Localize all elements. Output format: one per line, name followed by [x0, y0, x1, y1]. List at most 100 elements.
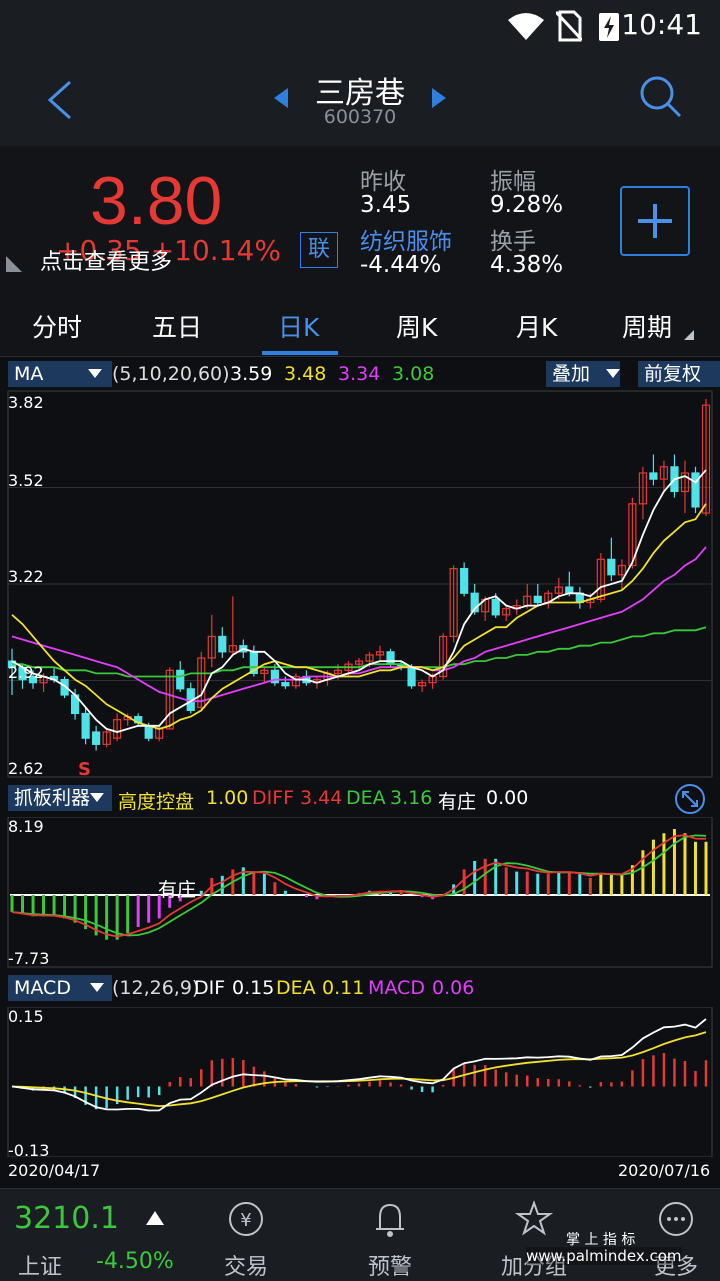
corner-triangle-icon [6, 256, 22, 272]
more-tip[interactable]: 点击查看更多 [40, 250, 173, 275]
prev-close-value: 3.45 [360, 192, 412, 218]
prev-stock-icon[interactable] [274, 88, 290, 108]
tab-monthly-k[interactable]: 月K [516, 313, 558, 342]
candle-body [260, 669, 269, 675]
candle-body [596, 558, 605, 601]
nav-add-group-label: 加分组 [500, 1255, 567, 1280]
wifi-icon [508, 13, 544, 40]
tab-daily-k[interactable]: 日K [278, 313, 320, 342]
candle-body [291, 675, 301, 687]
nav-more[interactable]: 更多 [626, 1189, 720, 1281]
nav-alert-label: 预警 [367, 1255, 412, 1280]
ma20-value: 3.34 [338, 363, 381, 385]
ma5-value: 3.59 [230, 363, 273, 385]
candle-body [701, 404, 711, 514]
price-tick-bottom: 2.62 [8, 759, 44, 778]
ma-name: MA [14, 363, 44, 385]
candle-body [281, 682, 290, 687]
candle-body [449, 567, 458, 638]
no-sim-icon [556, 10, 582, 42]
index-change: -4.50% [96, 1249, 174, 1274]
ind2-chart [7, 817, 713, 968]
macd-macd-value: 0.06 [432, 977, 475, 999]
ind2-frame [7, 817, 713, 968]
adjust-button[interactable]: 前复权 [638, 361, 720, 387]
overlay-dropdown[interactable]: 叠加 [546, 361, 620, 387]
candle-body [439, 635, 448, 678]
search-icon[interactable] [638, 74, 682, 118]
next-stock-icon[interactable] [430, 88, 446, 108]
nav-alert[interactable]: 预警 [340, 1189, 440, 1281]
link-badge[interactable]: 联 [300, 232, 338, 268]
candle-body [165, 669, 174, 730]
ind2-value3: 3.16 [390, 787, 433, 809]
tab-weekly-k[interactable]: 周K [396, 313, 438, 342]
stock-code: 600370 [323, 106, 397, 128]
price-tick-2: 3.52 [8, 471, 44, 490]
ind2-bottom: -7.73 [8, 949, 50, 968]
ind2-annotation: 有庄 [158, 879, 197, 901]
battery-charging-icon [599, 13, 619, 41]
ma-params: (5,10,20,60) [112, 363, 230, 385]
ma-dropdown[interactable]: MA [8, 361, 112, 387]
expand-icon[interactable] [674, 783, 706, 815]
ind2-value4: 0.00 [486, 787, 529, 809]
bell-icon [376, 1203, 404, 1237]
candle-body [680, 472, 690, 493]
turnover-label: 换手 [490, 229, 536, 255]
candle-body [628, 503, 637, 567]
tab-intraday[interactable]: 分时 [32, 313, 83, 342]
candle-body [113, 719, 122, 739]
watermark-title: 掌 上 指 标 [566, 1232, 636, 1248]
candle-body [102, 731, 111, 745]
tab-five-day[interactable]: 五日 [152, 313, 203, 342]
candle-body [649, 472, 658, 480]
ma-dropdown-arrow-icon [88, 369, 102, 378]
candle-body [638, 472, 648, 505]
candle-body [554, 586, 563, 594]
candle-body [386, 651, 395, 665]
candle-body [617, 564, 626, 576]
ind2-label4: 有庄 [438, 791, 477, 813]
nav-add-group[interactable]: 加分组 [484, 1189, 584, 1281]
plus-icon [638, 204, 672, 238]
date-start: 2020/04/17 [8, 1161, 101, 1180]
ind2-top: 8.19 [8, 817, 44, 836]
ma10-line [11, 503, 707, 730]
macd-top: 0.15 [8, 1007, 44, 1026]
nav-more-label: 更多 [653, 1255, 698, 1280]
prev-close-label: 昨收 [360, 169, 406, 195]
kline-chart[interactable] [0, 389, 720, 779]
candle-body [176, 669, 185, 690]
ma60-line [12, 626, 707, 678]
bottom-bar: 3210.1 上证 -4.50% ¥ 交易 预警 加分组 更多 掌 上 指 标 … [0, 1188, 720, 1281]
ind2-value2: 3.44 [300, 787, 343, 809]
price-tick-3: 3.22 [8, 567, 44, 586]
macd-dif-line [11, 1018, 707, 1112]
nav-trade[interactable]: ¥ 交易 [196, 1189, 296, 1281]
period-tabs: 分时 五日 日K 周K 月K 周期 [0, 294, 720, 357]
amplitude-label: 振幅 [490, 169, 536, 195]
sector-link[interactable]: 纺织服饰 [360, 229, 452, 255]
macd-macd-label: MACD [368, 977, 425, 999]
candle-body [333, 669, 343, 675]
nav-trade-label: 交易 [223, 1255, 268, 1280]
index-value[interactable]: 3210.1 [14, 1201, 119, 1236]
candle-body [460, 567, 469, 594]
ind2-dea-line [11, 834, 707, 937]
candle-body [60, 678, 69, 696]
star-icon [514, 1200, 554, 1236]
chart-area: MA (5,10,20,60) 3.59 3.48 3.34 3.08 叠加 前… [0, 357, 720, 1185]
index-up-arrow-icon [146, 1211, 164, 1225]
stock-name: 三房巷 [315, 76, 405, 111]
macd-dif-value: 0.15 [232, 977, 275, 999]
back-icon[interactable] [44, 78, 76, 122]
candle-body [28, 675, 38, 684]
macd-dea-value: 0.11 [322, 977, 365, 999]
add-watchlist-button[interactable] [620, 186, 690, 256]
sector-change: -4.44% [360, 252, 442, 278]
macd-params: (12,26,9) [112, 977, 200, 999]
svg-text:¥: ¥ [240, 1210, 251, 1231]
tab-period[interactable]: 周期 [622, 313, 673, 342]
candle-body [470, 592, 479, 613]
